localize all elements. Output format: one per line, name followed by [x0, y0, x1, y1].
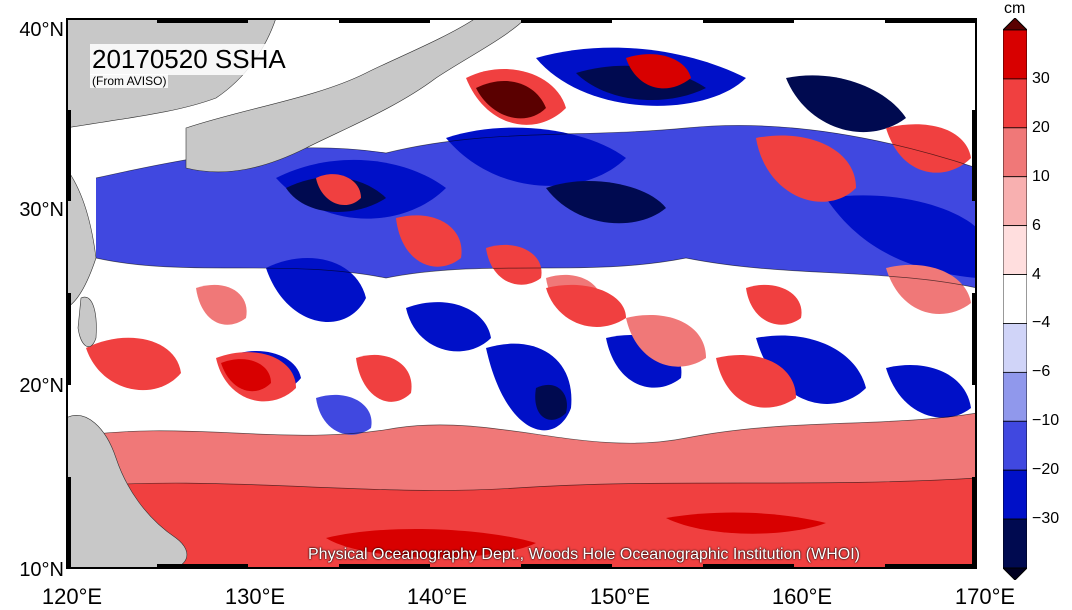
- frame-ticks: [66, 18, 977, 569]
- colorbar-swatch: [1003, 469, 1027, 520]
- warm-anomaly-region: [326, 528, 536, 558]
- colorbar-level-label: 6: [1032, 216, 1041, 234]
- cold-anomaly-region: [786, 75, 906, 133]
- lon-label-150e: 150°E: [589, 584, 651, 609]
- colorbar-level-label: −30: [1032, 510, 1060, 528]
- lon-label-130e: 130°E: [224, 584, 286, 609]
- warm-anomaly-region: [316, 174, 361, 206]
- warm-anomaly-region: [746, 284, 802, 325]
- lon-label-160e: 160°E: [771, 584, 833, 609]
- taiwan-land: [77, 296, 97, 347]
- colorbar-swatch: [1003, 274, 1027, 324]
- colorbar-level-label: 30: [1032, 69, 1050, 87]
- cold-anomaly-region: [826, 195, 977, 278]
- colorbar-swatch: [1003, 323, 1027, 373]
- colorbar: [1003, 18, 1027, 580]
- colorbar-swatch: [1003, 78, 1027, 129]
- colorbar-level-label: 10: [1032, 167, 1050, 185]
- warm-anomaly-region: [196, 284, 247, 325]
- lon-label-140e: 140°E: [406, 584, 468, 609]
- china-coast-land: [66, 167, 97, 309]
- colorbar-level-label: −20: [1032, 461, 1060, 479]
- cold-anomaly-region: [406, 302, 491, 352]
- cold-anomaly-region: [446, 127, 626, 186]
- warm-anomaly-region: [886, 264, 971, 314]
- colorbar-swatch: [1003, 176, 1027, 227]
- cold-anomaly-region: [756, 335, 866, 404]
- japan-land: [185, 18, 527, 173]
- colorbar-level-label: −10: [1032, 412, 1060, 430]
- colorbar-swatch: [1003, 29, 1027, 80]
- philippines-land: [66, 415, 188, 569]
- warm-anomaly-region: [886, 124, 971, 173]
- map-title: 20170520 SSHA: [90, 44, 288, 75]
- map-subtitle: (From AVISO): [90, 74, 169, 88]
- cold-anomaly-region: [266, 258, 366, 322]
- lat-label-30n: 30°N: [19, 199, 64, 221]
- colorbar-swatch: [1003, 371, 1027, 422]
- lat-label-20n: 20°N: [19, 375, 64, 397]
- ssha-map-canvas: [66, 18, 977, 569]
- warm-anomaly-region: [221, 359, 271, 392]
- colorbar-swatch: [1003, 420, 1027, 471]
- cold-anomaly-region: [535, 384, 567, 420]
- colorbar-bottom-arrow: [1003, 567, 1027, 580]
- warm-anomaly-region: [626, 54, 691, 89]
- warm-anomaly-region: [716, 354, 796, 408]
- colorbar-swatch: [1003, 127, 1027, 178]
- warm-anomaly-region: [356, 354, 412, 402]
- warm-anomaly-region: [756, 135, 856, 202]
- colorbar-top-arrow: [1003, 18, 1027, 31]
- warm-anomaly-region: [546, 284, 626, 327]
- cold-anomaly-region: [316, 394, 372, 435]
- warm-anomaly-region: [86, 337, 181, 391]
- warm-anomaly-region: [476, 80, 546, 119]
- warm-anomaly-region: [666, 512, 826, 534]
- colorbar-level-label: 20: [1032, 118, 1050, 136]
- colorbar-unit: cm: [1004, 0, 1026, 17]
- ssha-map: [66, 18, 977, 569]
- warm-anomaly-region: [66, 478, 977, 569]
- colorbar-level-label: −4: [1032, 314, 1051, 332]
- colorbar-swatch: [1003, 225, 1027, 275]
- warm-anomaly-region: [626, 314, 706, 367]
- lon-label-120e: 120°E: [41, 584, 103, 609]
- cold-anomaly-region: [886, 364, 971, 418]
- lon-label-170e: 170°E: [954, 584, 1016, 609]
- colorbar-swatch: [1003, 518, 1027, 569]
- warm-anomaly-region: [486, 244, 542, 285]
- cold-anomaly-region: [546, 180, 666, 224]
- colorbar-level-label: −6: [1032, 363, 1051, 381]
- lat-label-10n: 10°N: [19, 559, 64, 581]
- map-credit: Physical Oceanography Dept., Woods Hole …: [308, 546, 860, 563]
- colorbar-level-label: 4: [1032, 265, 1041, 283]
- warm-anomaly-region: [396, 215, 462, 267]
- lat-label-40n: 40°N: [19, 19, 64, 41]
